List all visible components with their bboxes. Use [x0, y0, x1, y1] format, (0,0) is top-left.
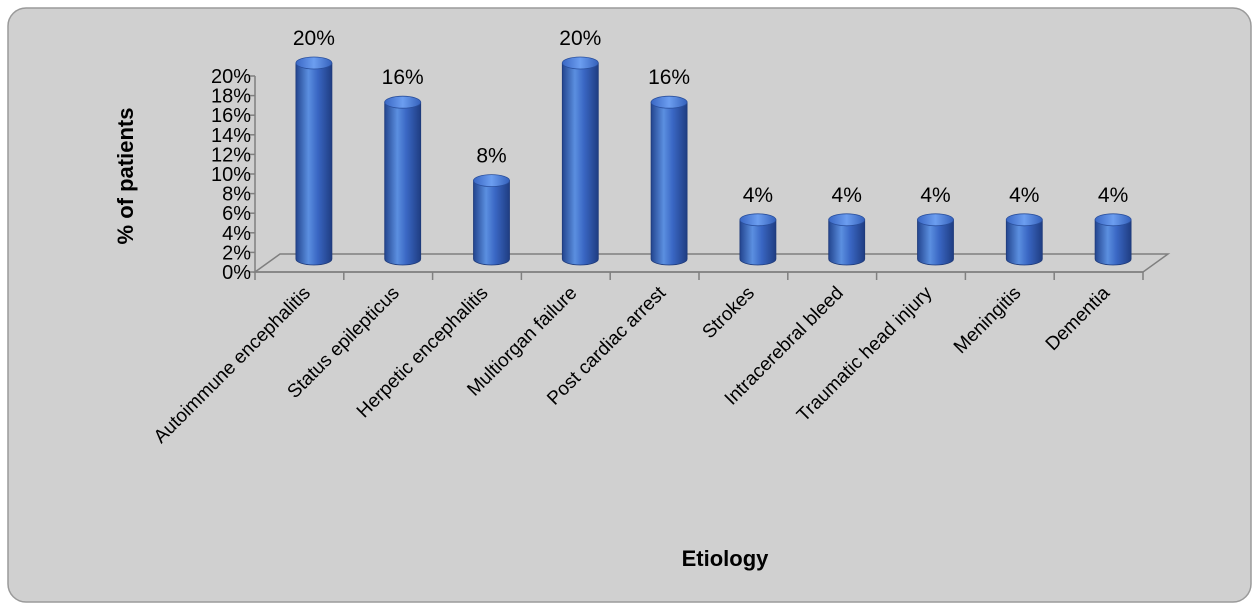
bar: [917, 213, 954, 266]
bar-body: [917, 219, 954, 266]
y-tick-label: 16%: [211, 105, 251, 127]
bar-cap: [739, 213, 777, 227]
bar-body: [739, 219, 777, 266]
bar-cap: [384, 95, 422, 109]
bar-body: [828, 219, 866, 266]
bar-body: [473, 180, 510, 266]
data-label: 4%: [743, 184, 773, 207]
y-axis-title: % of patients: [113, 108, 138, 245]
data-label: 8%: [476, 145, 506, 168]
bar: [828, 213, 866, 266]
bar: [295, 56, 333, 266]
bar-body: [384, 101, 422, 266]
y-tick-label: 0%: [222, 262, 251, 284]
data-label: 20%: [293, 27, 335, 50]
data-label: 20%: [559, 27, 601, 50]
bar-cap: [917, 213, 954, 227]
y-tick-label: 4%: [222, 223, 251, 245]
bar-cap: [561, 56, 599, 70]
bar-cap: [473, 174, 510, 188]
bar: [473, 174, 510, 266]
bar-cap: [295, 56, 333, 70]
data-label: 16%: [382, 66, 424, 89]
bar-cap: [650, 95, 688, 109]
data-label: 4%: [1009, 184, 1039, 207]
bar-body: [1094, 219, 1132, 266]
x-axis-title: Etiology: [682, 546, 770, 571]
bar: [561, 56, 599, 266]
bar-cap: [1005, 213, 1043, 227]
y-tick-label: 10%: [211, 164, 251, 186]
bar-cap: [828, 213, 866, 227]
data-label: 4%: [832, 184, 862, 207]
bar-body: [1005, 219, 1043, 266]
bar: [384, 95, 422, 266]
data-label: 4%: [920, 184, 950, 207]
y-tick-label: 20%: [211, 66, 251, 88]
bar: [1005, 213, 1043, 266]
y-tick-label: 2%: [222, 242, 251, 264]
bar-body: [295, 62, 333, 266]
y-tick-label: 12%: [211, 144, 251, 166]
bar: [739, 213, 777, 266]
bar-cap: [1094, 213, 1132, 227]
y-tick-label: 8%: [222, 184, 251, 206]
data-label: 16%: [648, 66, 690, 89]
bar: [1094, 213, 1132, 266]
data-label: 4%: [1098, 184, 1128, 207]
bar-body: [650, 101, 688, 266]
y-tick-label: 18%: [211, 86, 251, 108]
bar-body: [561, 62, 599, 266]
y-tick-label: 6%: [222, 203, 251, 225]
bar: [650, 95, 688, 266]
chart-frame: [7, 7, 1252, 603]
y-tick-label: 14%: [211, 125, 251, 147]
